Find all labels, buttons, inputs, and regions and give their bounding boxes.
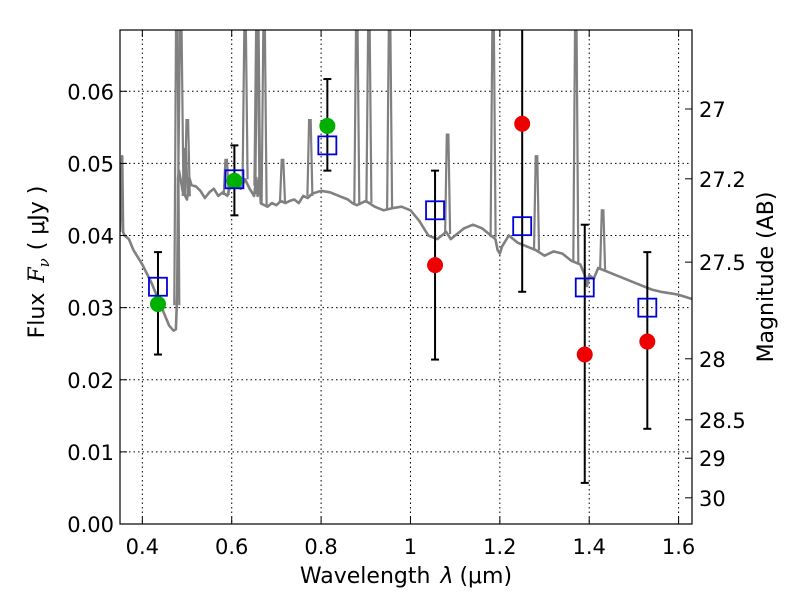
y-axis-label-symbol: F <box>25 267 50 284</box>
x-axis-label-prefix: Wavelength <box>300 564 431 589</box>
plot-area <box>120 30 692 484</box>
green-circle-marker <box>226 172 243 189</box>
red-circle-marker <box>639 333 656 350</box>
x-tick-label: 1.2 <box>483 535 516 559</box>
tick-labels: 0.4 0.6 0.8 1 1.2 1.4 1.6 0.00 0.01 0.02 0.03 0.04 0… <box>67 80 746 559</box>
y-axis-label: Flux Fν ( μJy ) <box>25 186 53 339</box>
blue-square-marker <box>224 169 245 190</box>
emission-line <box>353 30 361 206</box>
red-circle-marker <box>427 257 444 274</box>
red-circle-marker <box>576 346 593 363</box>
right-tick-label: 28.5 <box>699 409 746 433</box>
y-tick-label: 0.03 <box>67 297 114 321</box>
blue-square-marker <box>425 200 445 221</box>
x-axis-label: Wavelength λ (μm) <box>300 564 512 589</box>
emission-line <box>365 30 373 203</box>
green-circle-marker <box>149 296 166 313</box>
emission-line <box>254 30 262 195</box>
green-circle-marker <box>319 117 336 134</box>
emission-line <box>444 133 452 235</box>
y-tick-label: 0.04 <box>67 225 114 249</box>
template-spectrum-line <box>120 154 692 332</box>
emission-line <box>489 30 497 238</box>
markers <box>148 115 658 363</box>
x-tick-label: 1.4 <box>573 535 606 559</box>
x-tick-label: 1.6 <box>662 535 695 559</box>
right-tick-label: 28 <box>699 348 726 372</box>
emission-line <box>183 119 191 197</box>
emission-line <box>572 30 580 263</box>
right-tick-label: 29 <box>699 447 726 471</box>
blue-square-marker <box>574 277 595 298</box>
x-tick-label: 0.4 <box>126 535 159 559</box>
x-axis-label-unit: (μm) <box>459 564 512 589</box>
blue-square-marker <box>148 276 168 297</box>
right-tick-label: 27 <box>699 98 726 122</box>
x-axis-label-symbol: λ <box>439 564 453 589</box>
y-tick-label: 0.00 <box>67 513 114 537</box>
template-spectrum <box>120 30 692 332</box>
right-axis-label: Magnitude (AB) <box>754 192 779 363</box>
grid <box>120 30 692 524</box>
axis-ticks <box>120 30 692 525</box>
y-tick-label: 0.01 <box>67 441 114 465</box>
emission-line <box>278 158 287 202</box>
y-tick-label: 0.02 <box>67 369 114 393</box>
plot-frame <box>119 29 693 525</box>
red-circle-marker <box>514 115 531 132</box>
emission-line <box>260 30 268 206</box>
y-axis-label-subscript: ν <box>35 258 53 267</box>
y-axis-label-unit: ( μJy ) <box>25 186 50 251</box>
y-tick-label: 0.05 <box>67 152 114 176</box>
x-tick-label: 0.6 <box>215 535 248 559</box>
right-tick-label: 27.5 <box>699 251 746 275</box>
y-axis-label-prefix: Flux <box>25 293 50 339</box>
right-tick-label: 30 <box>699 487 726 511</box>
blue-square-marker <box>637 297 658 318</box>
emission-line <box>177 30 185 181</box>
emission-line <box>241 30 249 180</box>
right-tick-label: 27.2 <box>699 168 746 192</box>
emission-line <box>386 30 394 209</box>
emission-line <box>599 209 607 270</box>
x-tick-label: 1 <box>404 535 417 559</box>
x-tick-label: 0.8 <box>304 535 337 559</box>
emission-line <box>306 119 314 196</box>
blue-square-marker <box>317 135 338 156</box>
y-tick-label: 0.06 <box>67 80 114 104</box>
blue-square-marker <box>512 216 533 237</box>
emission-line <box>532 155 541 251</box>
